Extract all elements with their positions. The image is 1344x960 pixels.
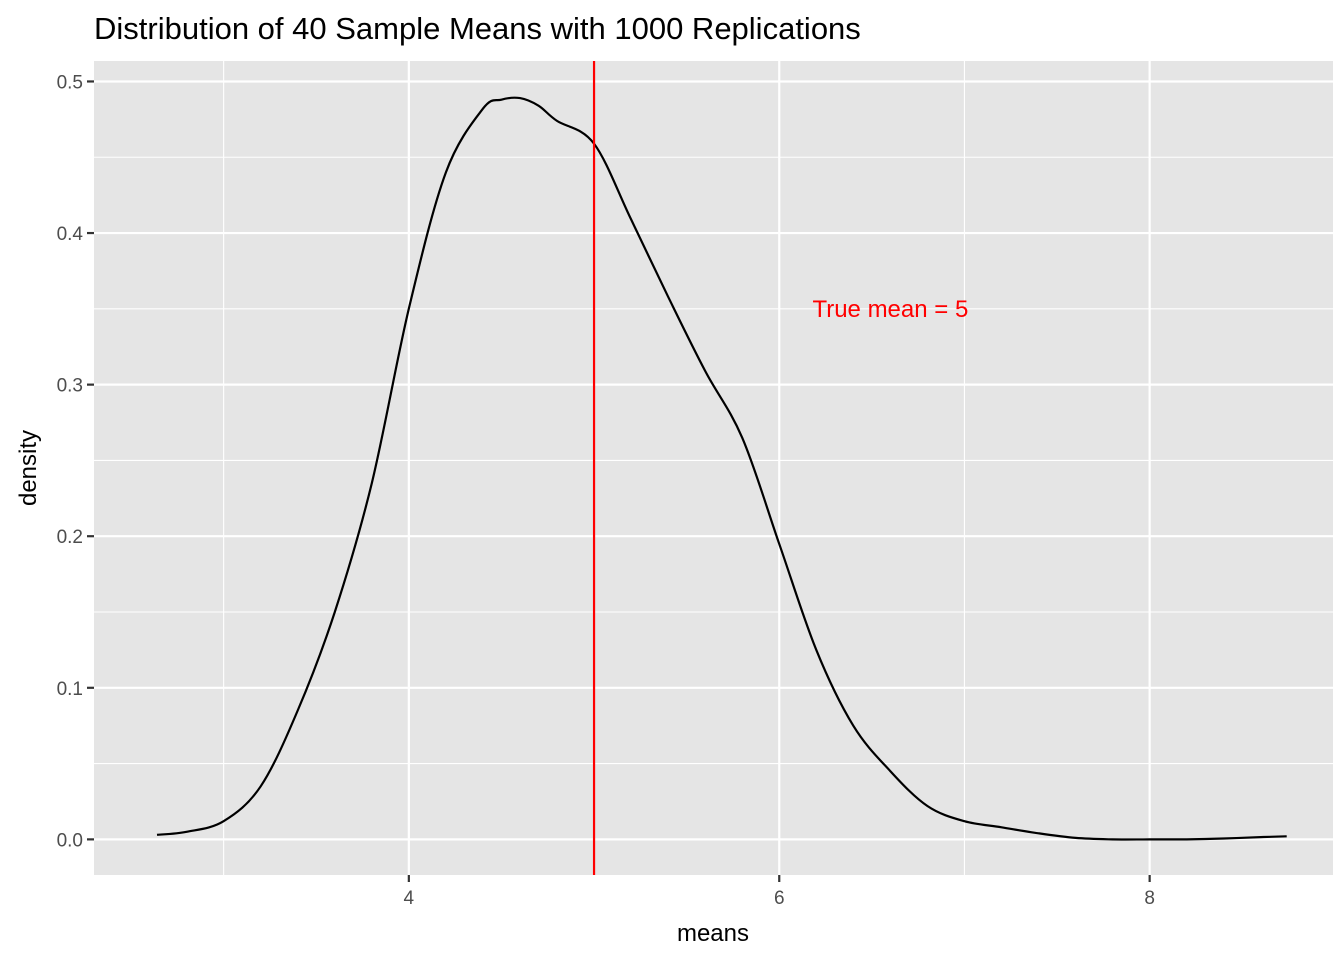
y-axis-title: density	[15, 430, 42, 506]
y-tick-label: 0.5	[57, 72, 83, 93]
y-tick-label: 0.1	[57, 679, 83, 700]
x-tick-label: 4	[404, 888, 415, 909]
true-mean-annotation: True mean = 5	[812, 296, 968, 323]
y-tick-label: 0.4	[57, 224, 84, 245]
y-tick-label: 0.0	[57, 830, 83, 851]
x-tick-label: 8	[1144, 888, 1155, 909]
y-tick-label: 0.2	[57, 527, 83, 548]
x-axis: 4 6 8	[404, 875, 1155, 909]
y-axis: 0.0 0.1 0.2 0.3 0.4 0.5	[57, 72, 94, 851]
x-tick-label: 6	[774, 888, 785, 909]
plot-panel	[94, 61, 1333, 875]
density-curve	[156, 96, 1287, 841]
chart-title: Distribution of 40 Sample Means with 100…	[94, 11, 861, 46]
y-tick-label: 0.3	[57, 376, 83, 397]
x-axis-title: means	[677, 920, 749, 947]
